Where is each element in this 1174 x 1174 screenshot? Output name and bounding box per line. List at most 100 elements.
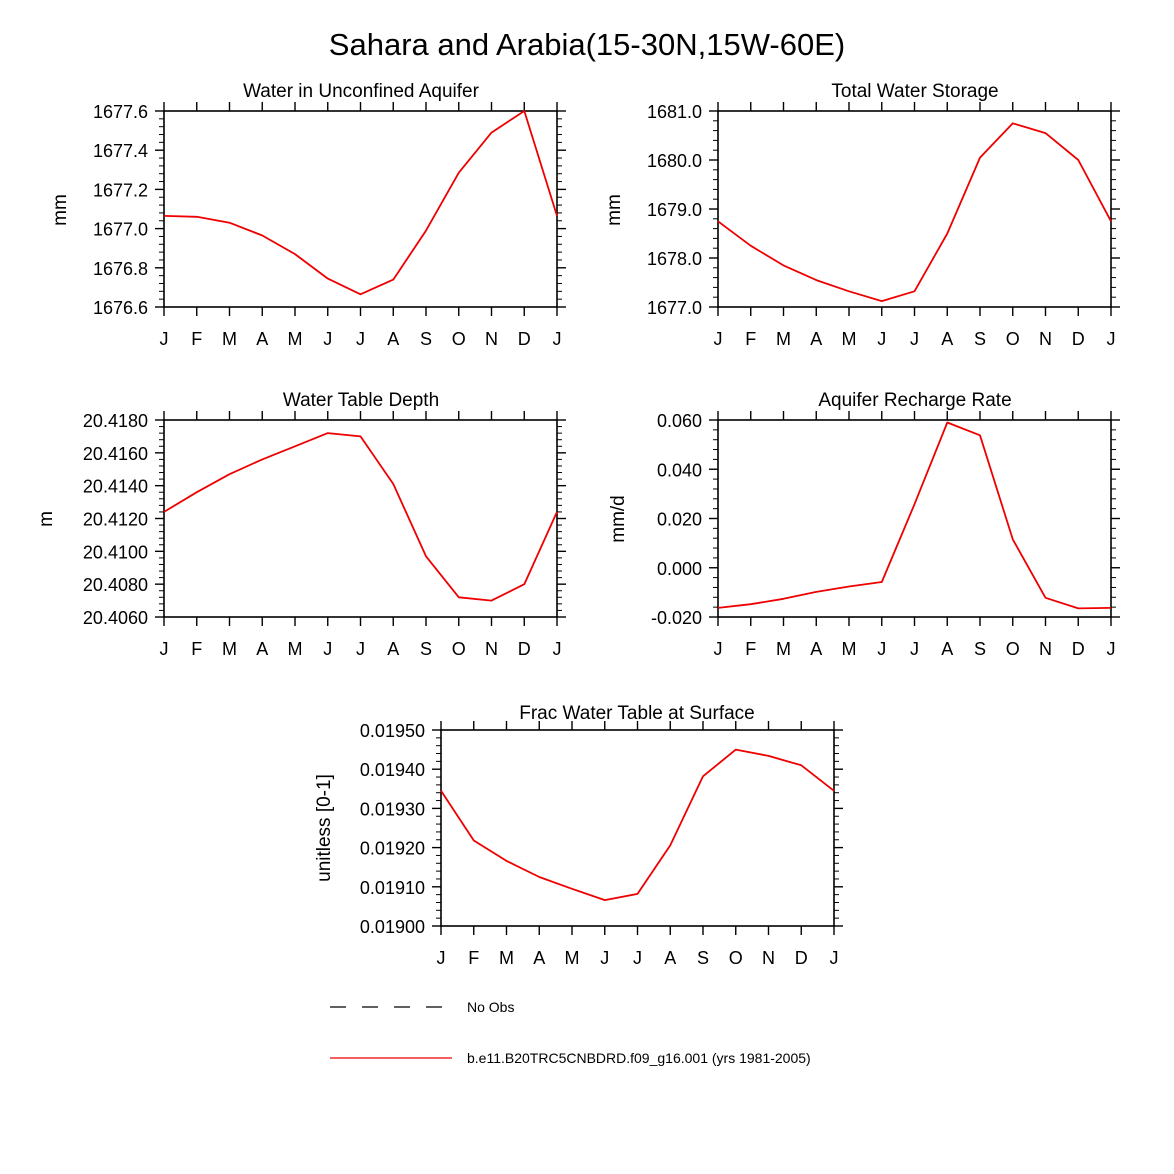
x-tick-label: D — [1072, 329, 1085, 349]
plot-area: J F M A M J J A S O N D J1677.01678.01679.01680.0168… — [647, 102, 1120, 349]
x-tick-label: N — [1039, 329, 1052, 349]
x-tick-label: J — [600, 948, 609, 968]
x-tick-label: J — [633, 948, 642, 968]
y-tick-label: 20.4080 — [83, 575, 148, 595]
x-tick-label: J — [910, 329, 919, 349]
y-tick-label: 20.4120 — [83, 510, 148, 530]
y-tick-label: 0.01920 — [360, 839, 425, 859]
chart-water-table-depth: Water Table Depth m J F M A M J J A S O N D J20.4060… — [36, 390, 566, 659]
x-tick-label: S — [974, 329, 986, 349]
x-tick-label: A — [256, 329, 268, 349]
y-tick-label: 0.01940 — [360, 760, 425, 780]
plot-frame — [440, 729, 835, 927]
x-tick-label: A — [941, 329, 953, 349]
x-tick-label: A — [387, 639, 399, 659]
y-tick-label: 0.01930 — [360, 799, 425, 819]
series-line — [440, 748, 835, 901]
x-tick-label: O — [729, 948, 743, 968]
x-tick-label: A — [664, 948, 676, 968]
x-tick-label: M — [776, 329, 791, 349]
plot-area: J F M A M J J A S O N D J20.406020.408020.410020.412… — [83, 411, 566, 659]
x-tick-label: J — [160, 329, 169, 349]
x-tick-label: M — [222, 329, 237, 349]
chart-title: Frac Water Table at Surface — [519, 703, 755, 724]
x-tick-label: A — [387, 329, 399, 349]
x-tick-label: A — [256, 639, 268, 659]
x-tick-label: S — [697, 948, 709, 968]
y-tick-label: 1678.0 — [647, 249, 702, 269]
x-tick-label: S — [420, 329, 432, 349]
y-tick-label: 0.020 — [657, 510, 702, 530]
x-tick-label: M — [842, 329, 857, 349]
plot-frame — [163, 110, 558, 308]
chart-title: Water Table Depth — [283, 390, 439, 411]
y-axis-label: unitless [0-1] — [314, 774, 335, 882]
x-tick-label: D — [518, 639, 531, 659]
x-tick-label: S — [974, 639, 986, 659]
x-tick-label: O — [452, 329, 466, 349]
legend: No Obs b.e11.B20TRC5CNBDRD.f09_g16.001 (… — [330, 999, 811, 1066]
x-tick-label: J — [160, 639, 169, 659]
x-tick-label: J — [356, 639, 365, 659]
x-tick-label: J — [1107, 329, 1116, 349]
y-tick-label: 0.01950 — [360, 721, 425, 741]
y-tick-label: 1679.0 — [647, 200, 702, 220]
y-tick-label: 1677.0 — [647, 298, 702, 318]
x-tick-label: A — [810, 639, 822, 659]
x-tick-label: J — [553, 639, 562, 659]
plot-frame — [163, 419, 558, 618]
x-tick-label: J — [910, 639, 919, 659]
x-tick-label: A — [810, 329, 822, 349]
y-tick-label: 20.4140 — [83, 477, 148, 497]
plot-area: J F M A M J J A S O N D J1676.61676.81677.01677.2167… — [93, 102, 566, 349]
x-tick-label: O — [1006, 639, 1020, 659]
y-tick-label: 1676.6 — [93, 298, 148, 318]
y-tick-label: 20.4160 — [83, 444, 148, 464]
legend-label-no-obs: No Obs — [467, 999, 514, 1015]
x-tick-label: N — [485, 329, 498, 349]
chart-frac-water-table-surface: Frac Water Table at Surface unitless [0-… — [314, 703, 843, 968]
x-tick-label: M — [288, 639, 303, 659]
x-tick-label: O — [1006, 329, 1020, 349]
chart-total-water-storage: Total Water Storage mm J F M A M J J A S O N D J1677… — [604, 81, 1120, 349]
x-tick-label: M — [565, 948, 580, 968]
x-tick-label: N — [1039, 639, 1052, 659]
y-tick-label: 20.4180 — [83, 411, 148, 431]
legend-label-model: b.e11.B20TRC5CNBDRD.f09_g16.001 (yrs 198… — [467, 1050, 811, 1066]
x-tick-label: J — [877, 329, 886, 349]
x-tick-label: N — [485, 639, 498, 659]
x-tick-label: J — [356, 329, 365, 349]
x-tick-label: F — [745, 329, 756, 349]
series-line — [717, 122, 1112, 303]
x-tick-label: N — [762, 948, 775, 968]
y-tick-label: 0.060 — [657, 411, 702, 431]
plot-area: J F M A M J J A S O N D J0.019000.019100.019200.0193… — [360, 721, 843, 968]
y-tick-label: 20.4060 — [83, 608, 148, 628]
y-tick-label: 1677.6 — [93, 102, 148, 122]
x-tick-label: J — [877, 639, 886, 659]
chart-title: Water in Unconfined Aquifer — [243, 81, 480, 102]
plot-frame — [717, 110, 1112, 308]
series-line — [717, 421, 1112, 610]
x-tick-label: S — [420, 639, 432, 659]
y-tick-label: 1677.4 — [93, 141, 148, 161]
x-tick-label: D — [795, 948, 808, 968]
x-tick-label: F — [745, 639, 756, 659]
x-tick-label: D — [518, 329, 531, 349]
series-line — [163, 110, 558, 296]
x-tick-label: J — [714, 639, 723, 659]
x-tick-label: F — [191, 639, 202, 659]
y-tick-label: 1677.2 — [93, 180, 148, 200]
y-axis-label: mm — [604, 194, 625, 226]
y-axis-label: mm/d — [608, 495, 629, 543]
x-tick-label: J — [437, 948, 446, 968]
chart-title: Aquifer Recharge Rate — [818, 390, 1011, 411]
y-tick-label: 0.01900 — [360, 917, 425, 937]
x-tick-label: J — [323, 639, 332, 659]
x-tick-label: F — [468, 948, 479, 968]
x-tick-label: M — [499, 948, 514, 968]
figure-title: Sahara and Arabia(15-30N,15W-60E) — [329, 27, 845, 62]
y-tick-label: 1680.0 — [647, 151, 702, 171]
chart-title: Total Water Storage — [831, 81, 998, 102]
